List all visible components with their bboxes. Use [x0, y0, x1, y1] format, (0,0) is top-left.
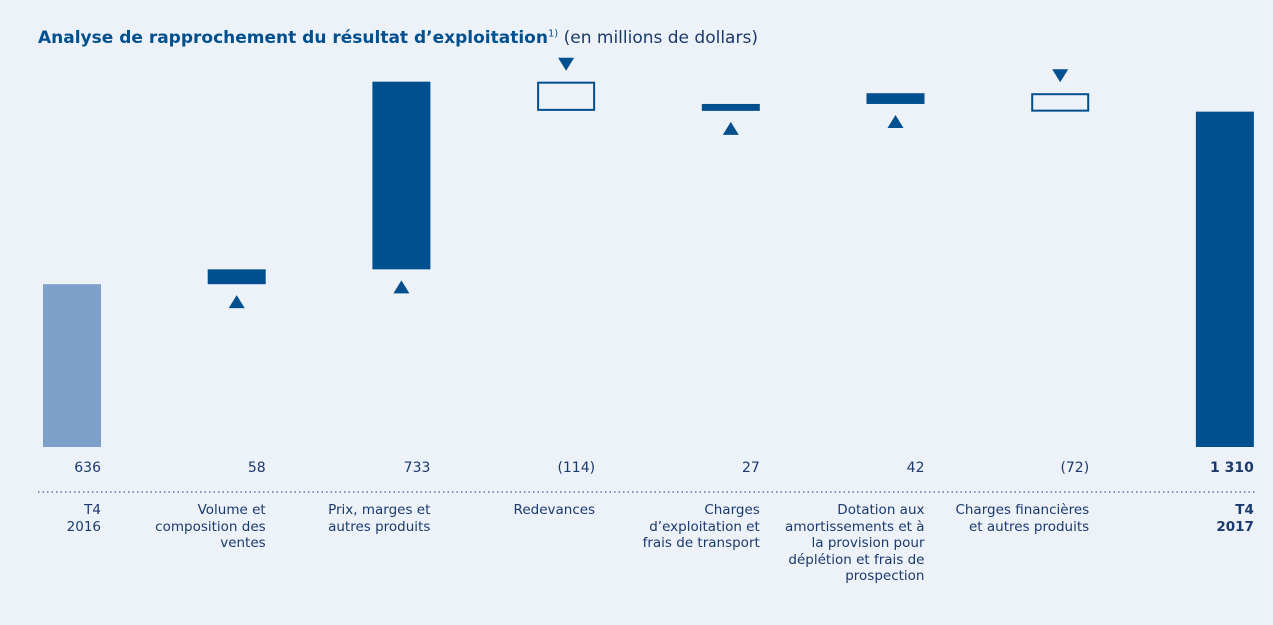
category-label: Dotation aux amortissements et à la prov… [785, 502, 925, 584]
value-label: 42 [906, 460, 925, 476]
bar [1195, 111, 1254, 447]
chart-subtitle: (en millions de dollars) [563, 28, 758, 48]
up-marker [722, 121, 739, 135]
chart-title: Analyse de rapprochement du résultat d’e… [38, 28, 548, 48]
bar [866, 93, 925, 104]
down-marker [558, 57, 575, 71]
up-marker [393, 280, 410, 294]
category-label: Charges d’exploitation et frais de trans… [642, 502, 760, 551]
bar [701, 103, 760, 111]
down-marker [1052, 69, 1069, 83]
category-label: T4 2017 [1216, 502, 1254, 535]
category-label: Prix, marges et autres produits [328, 502, 431, 535]
value-label: 733 [403, 460, 431, 476]
value-label: (114) [557, 460, 596, 476]
bar [43, 284, 101, 447]
value-label: 58 [247, 460, 266, 476]
value-label: 27 [741, 460, 760, 476]
up-marker [887, 114, 904, 128]
value-label: 1 310 [1210, 460, 1254, 476]
up-marker [228, 295, 245, 309]
category-label: Charges financières et autres produits [955, 502, 1090, 535]
category-label: T4 2016 [66, 502, 101, 535]
bar [372, 81, 431, 270]
bar [207, 269, 266, 285]
chart-title-block: Analyse de rapprochement du résultat d’e… [38, 28, 758, 48]
title-note: 1) [547, 28, 559, 40]
value-label: 636 [74, 460, 101, 476]
category-label: Redevances [513, 502, 596, 518]
bar [1031, 93, 1090, 112]
value-label: (72) [1060, 460, 1090, 476]
bar [537, 81, 596, 111]
category-label: Volume et composition des ventes [155, 502, 266, 551]
